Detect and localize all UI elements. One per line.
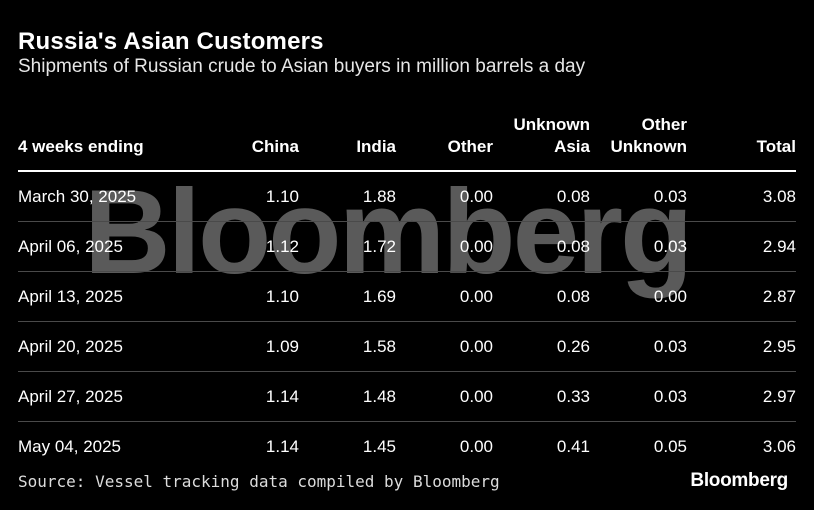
value-cell: 0.03 — [590, 171, 687, 222]
value-cell: 1.48 — [299, 371, 396, 422]
value-cell: 0.00 — [396, 321, 493, 372]
data-table: 4 weeks ending China India Other Unknown… — [18, 92, 796, 471]
value-cell: 1.88 — [299, 171, 396, 222]
value-cell: 0.08 — [493, 171, 590, 222]
table-row: April 27, 2025 1.14 1.48 0.00 0.33 0.03 2.97 — [18, 371, 796, 422]
date-cell: April 20, 2025 — [18, 321, 208, 372]
value-cell: 2.87 — [687, 271, 796, 322]
column-header: India — [299, 92, 396, 172]
date-cell: May 04, 2025 — [18, 436, 122, 456]
value-cell: 1.10 — [208, 171, 299, 222]
table-row: April 13, 2025 1.10 1.69 0.00 0.08 0.00 2.87 — [18, 271, 796, 322]
value-cell: 1.58 — [299, 321, 396, 372]
value-cell: 0.08 — [493, 271, 590, 322]
table-row: April 06, 2025 1.12 1.72 0.00 0.08 0.03 2.94 — [18, 221, 796, 272]
value-cell: 0.00 — [396, 271, 493, 322]
value-cell: 0.00 — [590, 271, 687, 322]
value-cell: 2.95 — [687, 321, 796, 372]
chart-title: Russia's Asian Customers — [18, 28, 324, 55]
value-cell: 0.33 — [493, 371, 590, 422]
value-cell: 0.00 — [459, 436, 493, 456]
column-header: China — [208, 92, 299, 172]
value-cell: 0.03 — [590, 221, 687, 272]
bloomberg-logo: Bloomberg — [690, 470, 788, 491]
value-cell: 0.00 — [396, 371, 493, 422]
value-cell: 0.00 — [396, 221, 493, 272]
column-header: Other Unknown — [590, 92, 687, 172]
value-cell: 0.03 — [590, 321, 687, 372]
value-cell: 1.72 — [299, 221, 396, 272]
value-cell: 0.41 — [556, 436, 590, 456]
value-cell: 1.14 — [208, 371, 299, 422]
value-cell: 0.08 — [493, 221, 590, 272]
value-cell: 1.10 — [208, 271, 299, 322]
value-cell: 2.97 — [687, 371, 796, 422]
column-header: Total — [687, 92, 796, 172]
column-header: Unknown Asia — [493, 92, 590, 172]
value-cell: 1.45 — [362, 436, 396, 456]
value-cell: 1.09 — [208, 321, 299, 372]
header-row: 4 weeks ending China India Other Unknown… — [18, 92, 796, 172]
value-cell: 0.05 — [653, 436, 687, 456]
table-row: March 30, 2025 1.10 1.88 0.00 0.08 0.03 3.08 — [18, 171, 796, 222]
value-cell: 3.06 — [762, 436, 796, 456]
value-cell: 2.94 — [687, 221, 796, 272]
value-cell: 0.00 — [396, 171, 493, 222]
table-row: May 04, 2025 1.14 1.45 0.00 0.41 0.05 3.06 — [18, 422, 796, 472]
value-cell: 0.26 — [493, 321, 590, 372]
value-cell: 1.69 — [299, 271, 396, 322]
date-cell: April 13, 2025 — [18, 271, 208, 322]
value-cell: 1.14 — [265, 436, 299, 456]
value-cell: 1.12 — [208, 221, 299, 272]
column-header: Other — [396, 92, 493, 172]
date-cell: April 06, 2025 — [18, 221, 208, 272]
date-cell: March 30, 2025 — [18, 171, 208, 222]
table-row: April 20, 2025 1.09 1.58 0.00 0.26 0.03 2.95 — [18, 321, 796, 372]
value-cell: 3.08 — [687, 171, 796, 222]
column-header: 4 weeks ending — [18, 92, 208, 172]
chart-subtitle: Shipments of Russian crude to Asian buye… — [18, 56, 586, 77]
source-note: Source: Vessel tracking data compiled by… — [18, 472, 500, 491]
value-cell: 0.03 — [590, 371, 687, 422]
date-cell: April 27, 2025 — [18, 371, 208, 422]
